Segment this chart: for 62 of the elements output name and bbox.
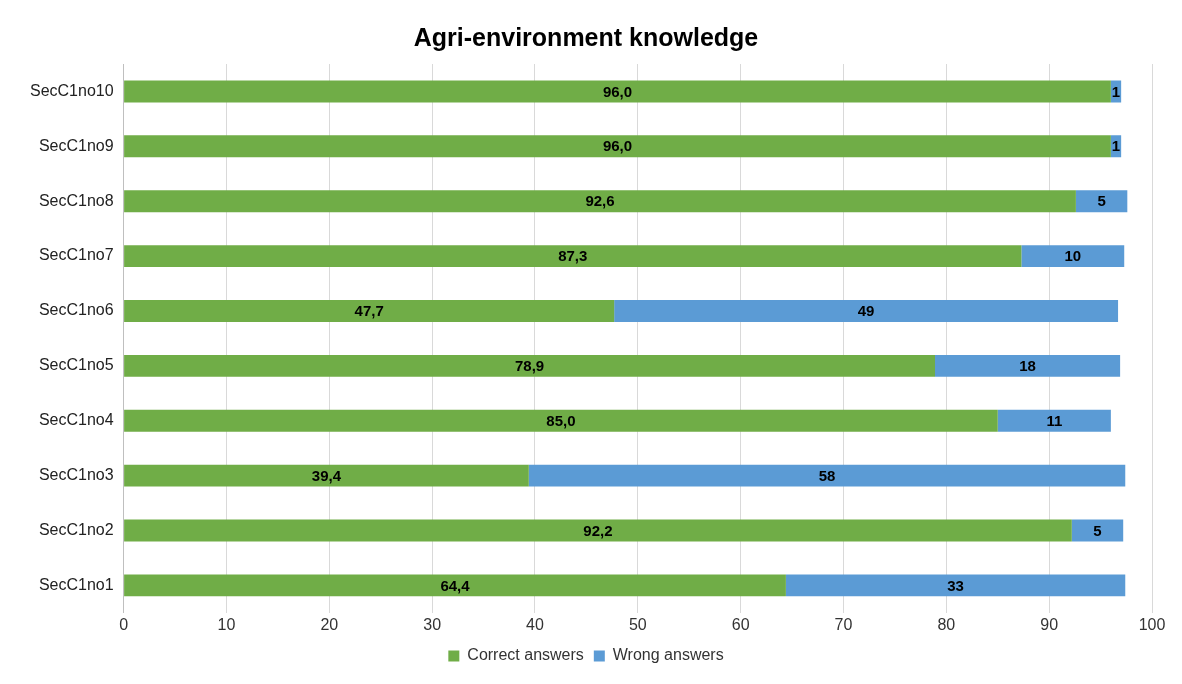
data-label: 92,2 bbox=[583, 521, 613, 539]
data-label: 96,0 bbox=[602, 82, 633, 100]
bar bbox=[124, 354, 936, 377]
y-tick-label: SecC1no8 bbox=[38, 191, 114, 209]
bar bbox=[997, 409, 1111, 432]
legend-label: Wrong answers bbox=[612, 646, 724, 664]
bar bbox=[1021, 245, 1125, 268]
x-tick-label: 0 bbox=[119, 615, 129, 633]
data-label: 87,3 bbox=[558, 247, 588, 265]
data-label: 1 bbox=[1111, 82, 1121, 100]
data-label: 92,6 bbox=[585, 192, 615, 210]
x-tick-label: 10 bbox=[217, 615, 236, 633]
y-tick-label: SecC1no2 bbox=[38, 520, 114, 538]
y-tick-label: SecC1no4 bbox=[38, 411, 114, 429]
bar bbox=[124, 245, 1022, 268]
x-tick-label: 70 bbox=[834, 615, 853, 633]
bar bbox=[124, 574, 786, 597]
x-tick-label: 60 bbox=[731, 615, 750, 633]
data-label: 58 bbox=[818, 466, 836, 484]
x-tick-label: 50 bbox=[628, 615, 647, 633]
chart-title: Agri-environment knowledge bbox=[413, 22, 759, 51]
y-tick-label: SecC1no7 bbox=[38, 246, 114, 264]
data-label: 47,7 bbox=[354, 302, 384, 320]
data-label: 85,0 bbox=[546, 411, 576, 429]
bar bbox=[1075, 190, 1128, 213]
bar bbox=[124, 300, 615, 322]
bar bbox=[1071, 519, 1124, 542]
data-label: 39,4 bbox=[311, 466, 342, 484]
data-label: 5 bbox=[1097, 192, 1106, 210]
bar bbox=[124, 135, 1111, 158]
bar bbox=[124, 519, 1072, 542]
data-label: 49 bbox=[857, 302, 875, 320]
x-tick-label: 20 bbox=[320, 615, 339, 633]
bar bbox=[124, 409, 998, 432]
data-label: 11 bbox=[1046, 411, 1063, 429]
y-tick-label: SecC1no1 bbox=[38, 575, 114, 593]
bar bbox=[124, 464, 529, 487]
x-tick-label: 100 bbox=[1138, 615, 1166, 633]
y-tick-label: SecC1no9 bbox=[38, 136, 114, 154]
y-tick-label: SecC1no10 bbox=[29, 81, 114, 99]
y-tick-label: SecC1no6 bbox=[38, 301, 114, 319]
x-tick-label: 90 bbox=[1040, 615, 1059, 633]
data-label: 64,4 bbox=[440, 576, 471, 594]
x-tick-label: 40 bbox=[526, 615, 544, 633]
data-label: 1 bbox=[1111, 137, 1121, 155]
x-tick-label: 30 bbox=[423, 615, 442, 633]
data-label: 78,9 bbox=[514, 356, 545, 374]
y-tick-label: SecC1no3 bbox=[38, 466, 114, 484]
bar bbox=[528, 464, 1126, 487]
bar bbox=[614, 300, 1119, 322]
data-label: 33 bbox=[947, 576, 964, 594]
data-label: 5 bbox=[1093, 521, 1102, 539]
bar bbox=[785, 574, 1126, 597]
x-tick-label: 80 bbox=[937, 615, 956, 633]
data-label: 18 bbox=[1019, 356, 1036, 374]
bar bbox=[124, 80, 1111, 103]
y-tick-label: SecC1no5 bbox=[38, 356, 114, 374]
data-label: 96,0 bbox=[602, 137, 633, 155]
data-label: 10 bbox=[1064, 247, 1082, 265]
bar bbox=[935, 354, 1121, 377]
legend-label: Correct answers bbox=[467, 646, 584, 664]
bar bbox=[124, 190, 1076, 213]
